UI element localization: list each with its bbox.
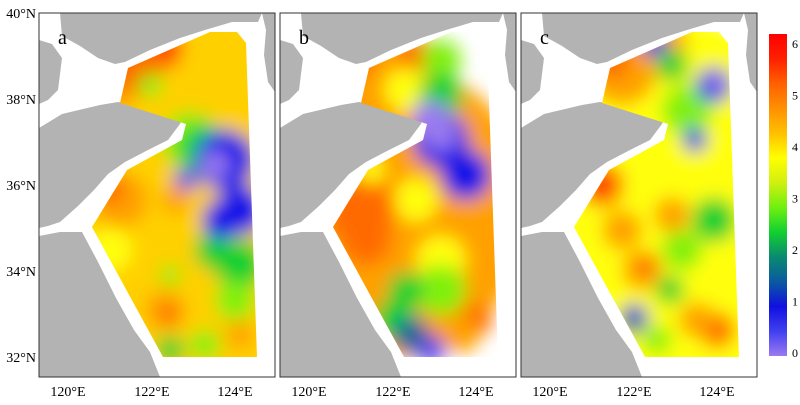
land-area [744, 13, 757, 92]
colorbar-tick-label: 1 [792, 295, 798, 309]
y-tick-label: 36°N [6, 179, 36, 194]
land-area [280, 102, 425, 228]
panel-label: a [58, 27, 67, 49]
land-area [542, 13, 744, 64]
y-tick-label: 34°N [6, 265, 36, 280]
x-tick-label: 124°E [699, 385, 734, 400]
y-tick-label: 40°N [6, 7, 36, 22]
x-tick-label: 122°E [134, 385, 169, 400]
map-panel-c: c [520, 12, 758, 378]
x-axis-labels: 120°E 122°E 124°E 120°E 122°E 124°E 120°E 122°E… [50, 385, 734, 400]
panel-frame [279, 12, 517, 378]
x-tick-label: 120°E [50, 385, 85, 400]
x-tick-label: 124°E [458, 385, 493, 400]
colorbar-tick-label: 0 [792, 346, 798, 360]
x-tick-label: 120°E [532, 385, 567, 400]
colorbar-tick-label: 5 [792, 89, 798, 103]
land-area [301, 13, 503, 64]
land-area [39, 102, 184, 228]
land-area [262, 13, 275, 92]
land-area [521, 232, 642, 377]
colorbar-tick-label: 6 [792, 37, 798, 51]
x-tick-label: 124°E [217, 385, 252, 400]
land-area [280, 232, 401, 377]
colorbar-tick-label: 3 [792, 192, 798, 206]
land-area [39, 40, 62, 104]
land-area [280, 40, 303, 104]
land-area [39, 232, 160, 377]
land-area [521, 102, 666, 228]
x-tick-label: 122°E [616, 385, 651, 400]
y-tick-label: 38°N [6, 93, 36, 108]
map-panel-a: a [38, 12, 276, 378]
colorbar: 6 5 4 3 2 1 0 [769, 34, 798, 360]
panel-label: c [540, 27, 549, 49]
x-tick-label: 120°E [291, 385, 326, 400]
land-area [60, 13, 262, 64]
land-area [521, 40, 544, 104]
panel-frame [38, 12, 276, 378]
y-tick-label: 32°N [6, 351, 36, 366]
land-area [503, 13, 516, 92]
colorbar-tick-label: 2 [792, 243, 798, 257]
colorbar-tick-label: 4 [792, 140, 798, 154]
panel-label: b [299, 27, 309, 49]
panel-frame [520, 12, 758, 378]
map-panel-b: b [279, 12, 517, 378]
y-axis-labels: 40°N 38°N 36°N 34°N 32°N [6, 7, 36, 366]
x-tick-label: 122°E [375, 385, 410, 400]
